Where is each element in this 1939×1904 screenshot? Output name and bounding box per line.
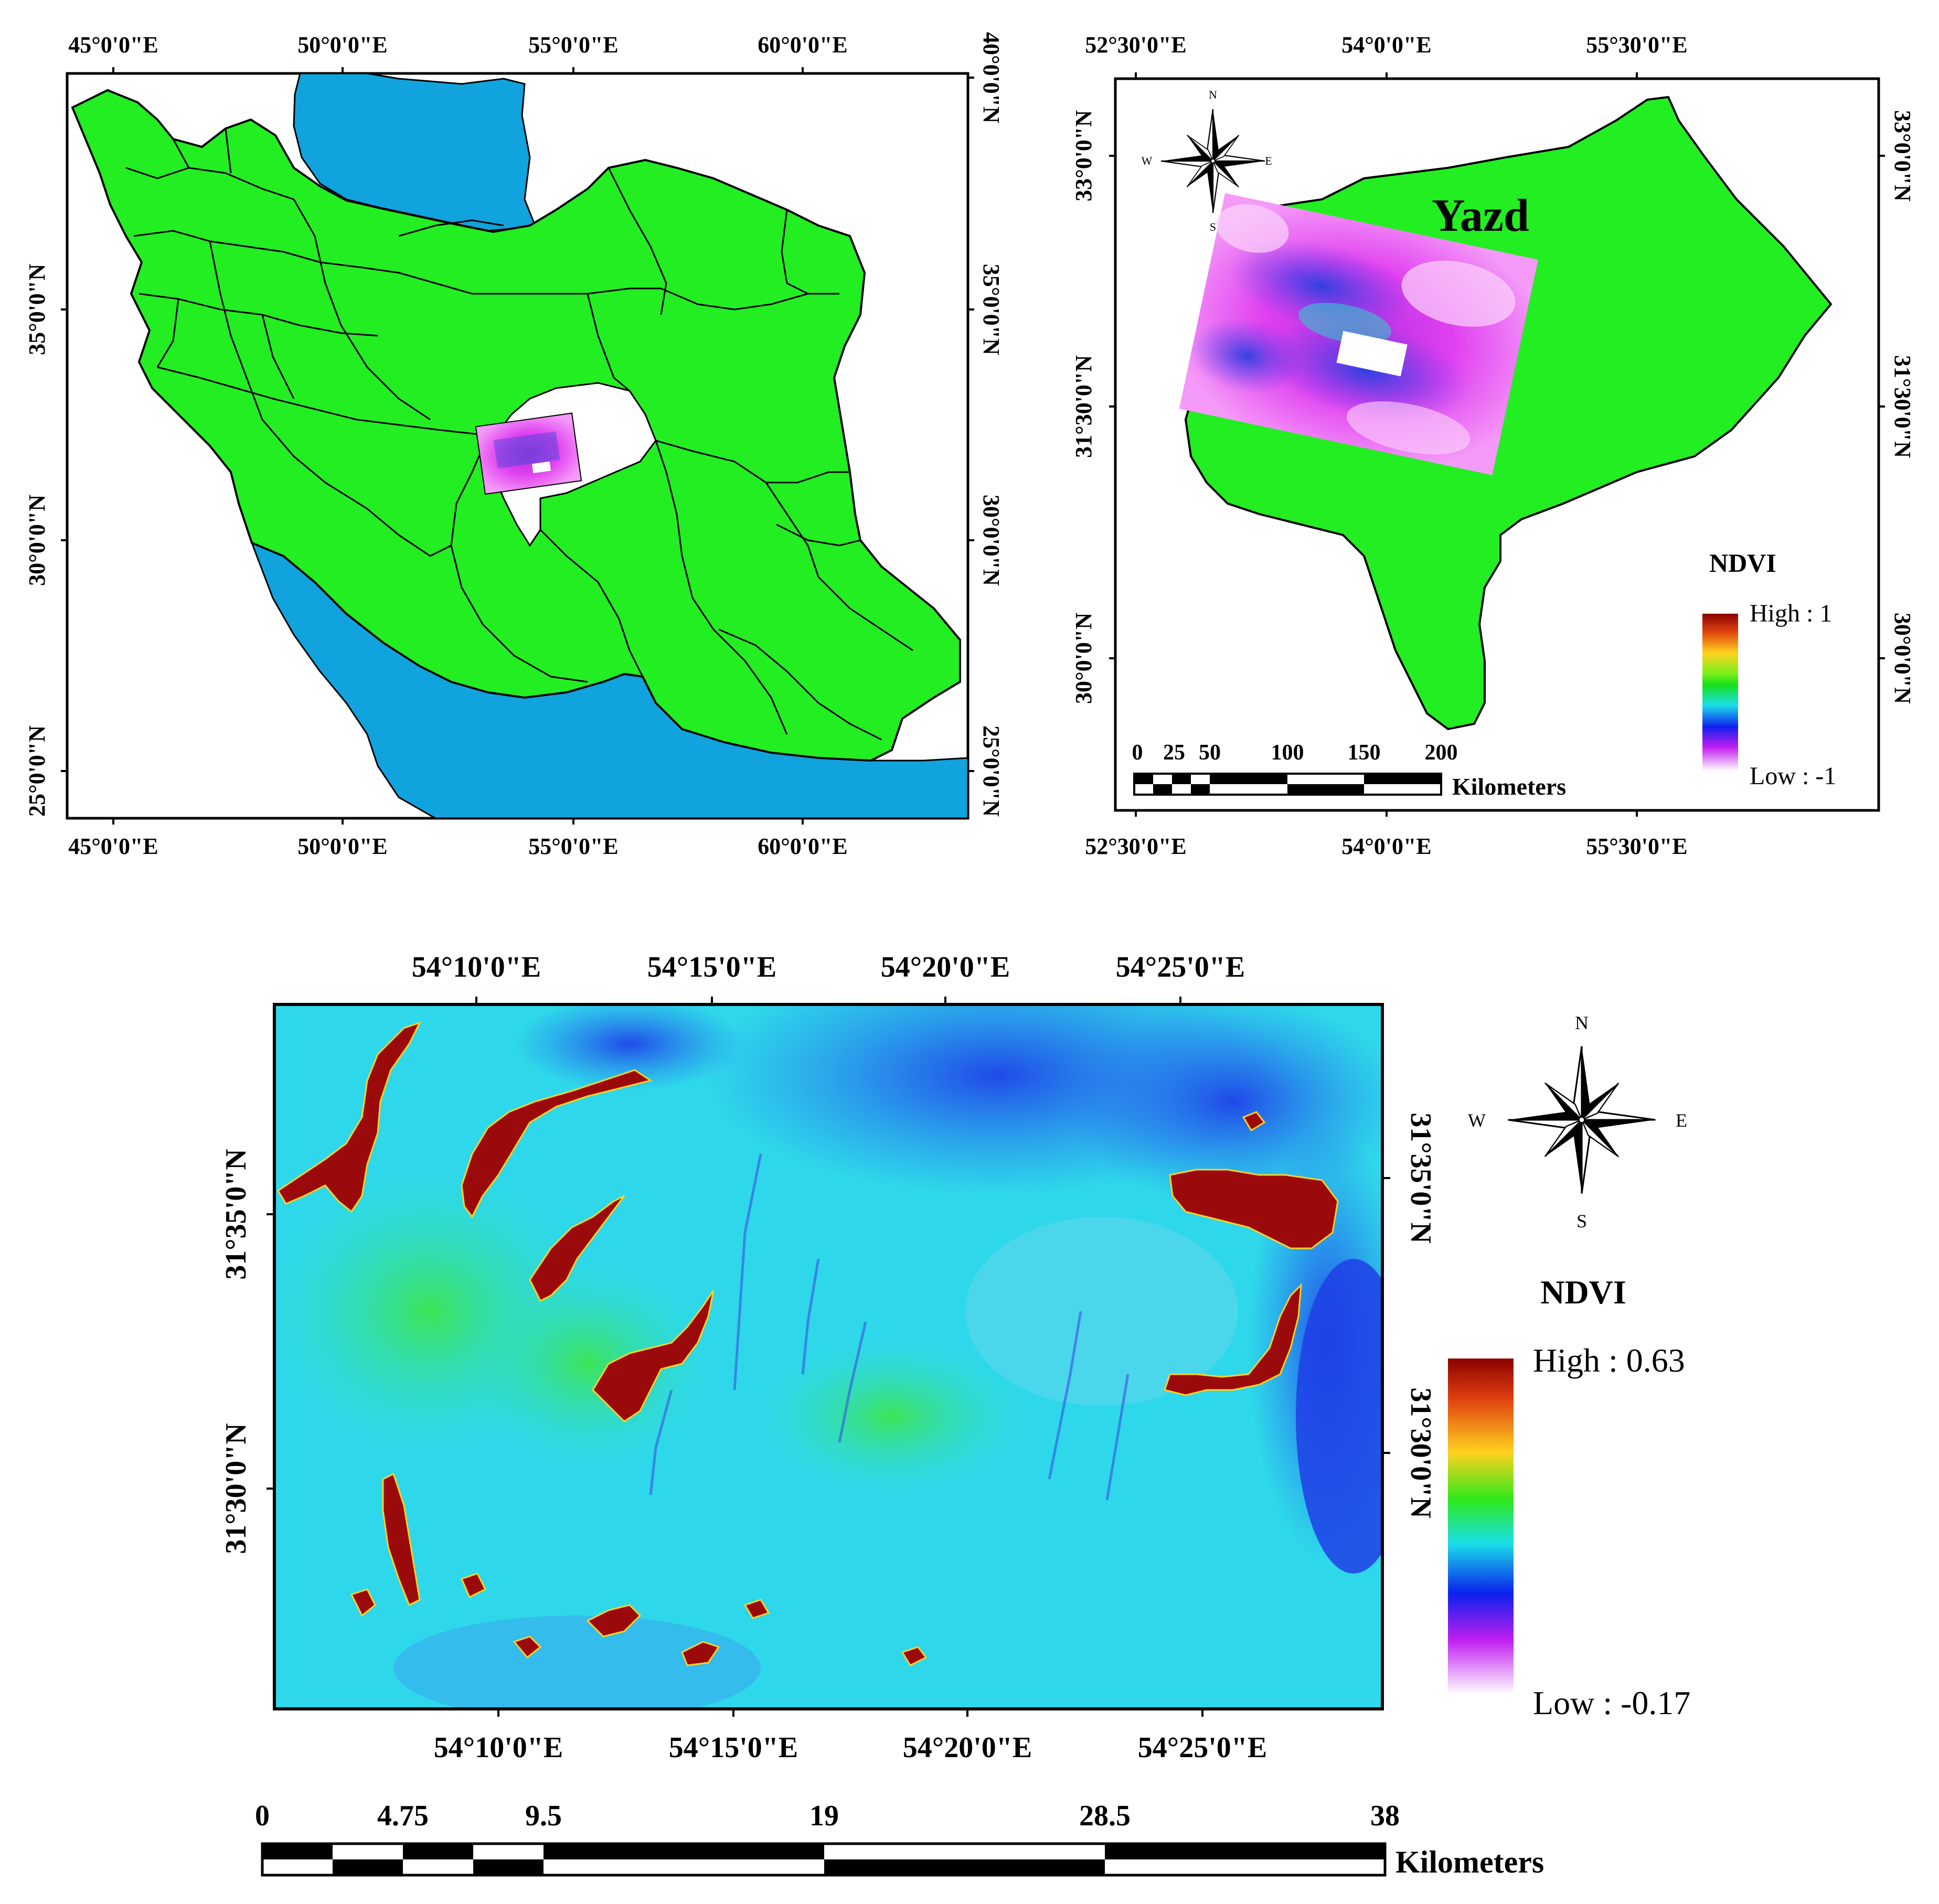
detail-lat-left-2: 31°30'0"N (220, 1423, 252, 1554)
yazd-legend-title: NDVI (1709, 548, 1776, 577)
yazd-lon-bottom-2: 54°0'0"E (1341, 833, 1432, 859)
detail-scale-19: 19 (809, 1800, 839, 1832)
iran-lat-right-3: 30°0'0"N (978, 495, 1004, 586)
iran-lon-bottom-4: 60°0'0"E (758, 833, 848, 859)
iran-lon-bottom-3: 55°0'0"E (528, 833, 619, 859)
detail-scale-0: 0 (255, 1800, 270, 1832)
yazd-frame-ticks (1109, 72, 1885, 817)
detail-lon-top-1: 54°10'0"E (412, 951, 541, 983)
iran-lon-bottom-1: 45°0'0"E (68, 833, 158, 859)
yazd-lat-right-2: 31°30'0"N (1890, 355, 1915, 458)
detail-scale-unit: Kilometers (1395, 1845, 1544, 1879)
yazd-scale-50: 50 (1199, 741, 1221, 765)
detail-compass-e: E (1676, 1110, 1687, 1131)
yazd-lon-top-3: 55°30'0"E (1586, 32, 1688, 58)
yazd-scale-150: 150 (1348, 741, 1381, 765)
iran-lon-top-4: 60°0'0"E (758, 32, 848, 58)
iran-lat-right-1: 40°0'0"N (978, 32, 1004, 123)
iran-lon-top-3: 55°0'0"E (528, 32, 619, 58)
detail-legend-colorbar (1448, 1359, 1514, 1694)
yazd-scale-200: 200 (1425, 741, 1458, 765)
yazd-lon-top-1: 52°30'0"E (1085, 32, 1187, 58)
iran-lat-left-1: 35°0'0"N (24, 264, 50, 355)
detail-scale-28-5: 28.5 (1079, 1800, 1131, 1832)
yazd-legend-high: High : 1 (1750, 600, 1832, 627)
detail-scale-9-5: 9.5 (525, 1800, 562, 1832)
detail-lon-bottom-4: 54°25'0"E (1138, 1731, 1267, 1764)
yazd-scale-unit: Kilometers (1452, 773, 1566, 800)
compass-rose-icon (1507, 1045, 1656, 1194)
yazd-lat-left-3: 30°0'0"N (1071, 613, 1096, 704)
detail-compass (1507, 1045, 1656, 1194)
iran-frame-ticks (61, 67, 974, 825)
study-area-overview-thumbnail (475, 412, 582, 495)
yazd-scale-100: 100 (1271, 741, 1304, 765)
detail-legend-title: NDVI (1540, 1274, 1626, 1311)
iran-lat-right-4: 25°0'0"N (978, 725, 1004, 817)
yazd-province-map: N S E W Yazd NDVI High : 1 Low : -1 0 25… (1071, 32, 1915, 859)
iran-lon-top-2: 50°0'0"E (297, 32, 388, 58)
yazd-compass-w: W (1142, 154, 1153, 167)
yazd-lat-right-3: 30°0'0"N (1890, 613, 1915, 704)
detail-lon-bottom-1: 54°10'0"E (434, 1731, 563, 1764)
yazd-compass-e: E (1265, 154, 1272, 167)
iran-lat-left-2: 30°0'0"N (24, 495, 50, 586)
yazd-lon-top-2: 54°0'0"E (1341, 32, 1432, 58)
detail-lon-bottom-2: 54°15'0"E (669, 1731, 798, 1764)
iran-lon-top-1: 45°0'0"E (68, 32, 158, 58)
yazd-province-label: Yazd (1432, 190, 1529, 241)
yazd-lat-left-2: 31°30'0"N (1071, 355, 1096, 458)
yazd-lon-bottom-1: 52°30'0"E (1085, 833, 1187, 859)
detail-lat-right-1: 31°35'0"N (1404, 1113, 1437, 1243)
yazd-lon-bottom-3: 55°30'0"E (1586, 833, 1688, 859)
detail-scale-38: 38 (1370, 1800, 1400, 1832)
detail-lon-bottom-3: 54°20'0"E (903, 1731, 1032, 1764)
yazd-scale-0: 0 (1132, 741, 1143, 765)
yazd-lat-right-1: 33°0'0"N (1890, 110, 1915, 201)
iran-overview-map: 45°0'0"E 50°0'0"E 55°0'0"E 60°0'0"E 45°0… (24, 32, 1004, 859)
yazd-scale-bar (1133, 773, 1442, 796)
yazd-compass-n: N (1209, 88, 1217, 101)
detail-frame-ticks (267, 997, 1390, 1717)
detail-compass-w: W (1468, 1110, 1486, 1131)
yazd-compass-s: S (1210, 220, 1216, 233)
yazd-scale-25: 25 (1163, 741, 1185, 765)
iran-lon-bottom-2: 50°0'0"E (297, 833, 388, 859)
yazd-legend-colorbar (1702, 614, 1738, 771)
detail-legend-high: High : 0.63 (1533, 1342, 1685, 1379)
detail-lat-left-1: 31°35'0"N (220, 1149, 252, 1279)
detail-lon-top-3: 54°20'0"E (881, 951, 1010, 983)
detail-legend-low: Low : -0.17 (1533, 1684, 1690, 1721)
detail-lon-top-2: 54°15'0"E (647, 951, 776, 983)
detail-compass-s: S (1576, 1211, 1587, 1232)
detail-scale-4-75: 4.75 (377, 1800, 429, 1832)
province-borders (125, 128, 913, 741)
yazd-lat-left-1: 33°0'0"N (1071, 110, 1096, 201)
detail-scale-bar (261, 1842, 1387, 1877)
detail-lat-right-2: 31°30'0"N (1404, 1387, 1437, 1518)
study-area-ndvi-map: 54°10'0"E 54°15'0"E 54°20'0"E 54°25'0"E … (220, 951, 1690, 1879)
yazd-ndvi-scene (1179, 193, 1538, 475)
detail-compass-n: N (1575, 1012, 1589, 1033)
yazd-legend-low: Low : -1 (1750, 762, 1836, 790)
iran-lat-right-2: 35°0'0"N (978, 264, 1004, 355)
iran-lat-left-3: 25°0'0"N (24, 725, 50, 817)
detail-lon-top-4: 54°25'0"E (1116, 951, 1245, 983)
high-ndvi-patches (276, 1021, 1339, 1666)
